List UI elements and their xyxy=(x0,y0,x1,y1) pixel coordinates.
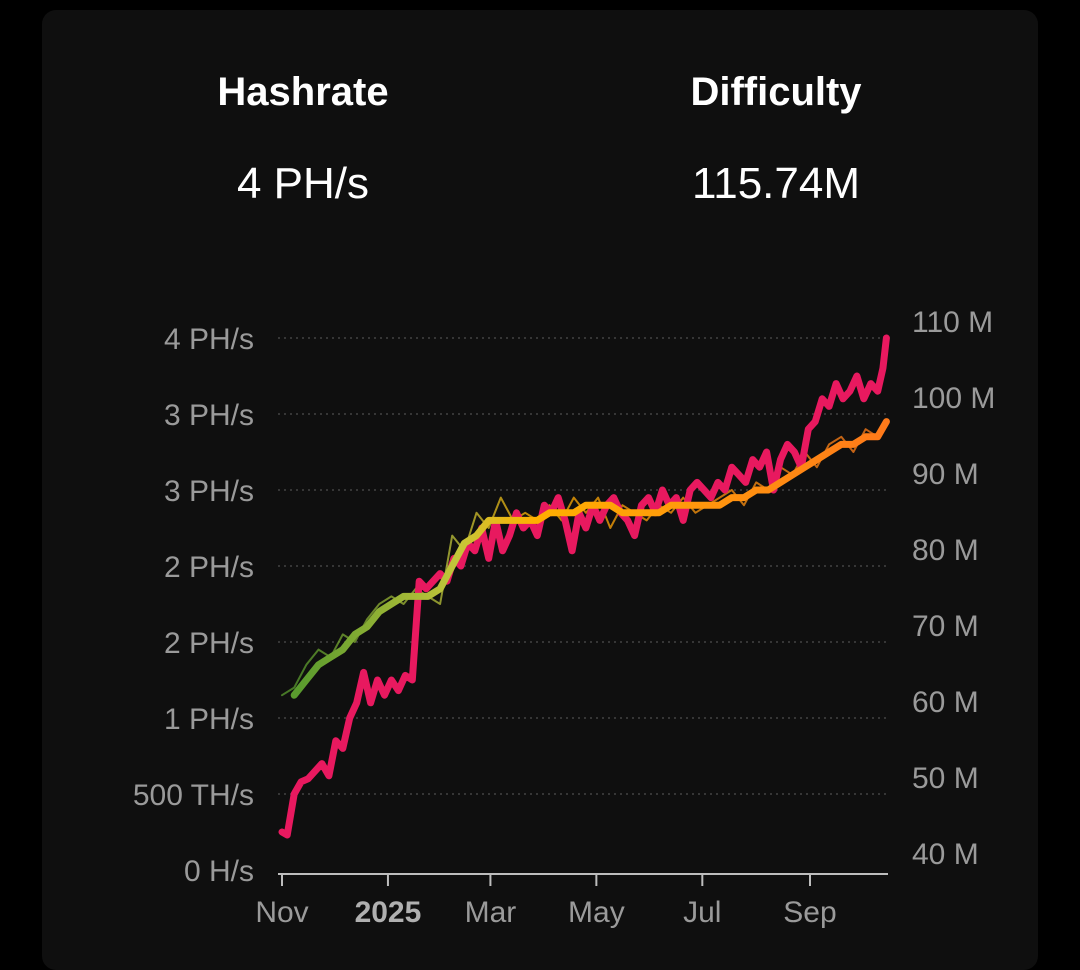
right-tick-label: 60 M xyxy=(912,686,979,719)
x-tick-label: Jul xyxy=(683,896,721,929)
x-tick-label: Sep xyxy=(783,896,836,929)
series-layer xyxy=(278,334,890,839)
difficulty-label: Difficulty xyxy=(690,70,862,114)
hashrate-value: 4 PH/s xyxy=(236,159,370,208)
right-tick-label: 40 M xyxy=(912,838,979,871)
left-tick-label: 3 PH/s xyxy=(164,475,254,508)
left-tick-label: 2 PH/s xyxy=(164,627,254,660)
right-tick-label: 80 M xyxy=(912,534,979,567)
right-tick-label: 100 M xyxy=(912,382,995,415)
left-axis: 0 H/s 500 TH/s 1 PH/s 2 PH/s 2 PH/s 3 PH/s 3 P… xyxy=(133,323,254,888)
x-tick-label: May xyxy=(568,896,625,929)
x-tick-label: Nov xyxy=(255,896,308,929)
left-tick-label: 1 PH/s xyxy=(164,703,254,736)
x-tick-label: Mar xyxy=(465,896,517,929)
difficulty-raw-line xyxy=(281,420,888,697)
hashrate-line xyxy=(278,334,890,839)
left-tick-label: 2 PH/s xyxy=(164,551,254,584)
hashrate-difficulty-chart: 0 H/s 500 TH/s 1 PH/s 2 PH/s 2 PH/s 3 PH/s 3 P… xyxy=(133,306,996,929)
x-axis: Nov 2025 Mar May Jul Sep xyxy=(255,874,837,929)
grid-layer xyxy=(278,337,888,875)
hashrate-label: Hashrate xyxy=(217,70,389,114)
right-tick-label: 90 M xyxy=(912,458,979,491)
hashrate-stat: Hashrate 4 PH/s xyxy=(103,70,503,209)
right-tick-label: 50 M xyxy=(912,762,979,795)
difficulty-stat: Difficulty 115.74M xyxy=(576,70,976,209)
right-tick-label: 70 M xyxy=(912,610,979,643)
x-tick-label: 2025 xyxy=(355,896,422,929)
left-tick-label: 3 PH/s xyxy=(164,399,254,432)
difficulty-smooth-line xyxy=(290,418,890,699)
left-tick-label: 4 PH/s xyxy=(164,323,254,356)
difficulty-value: 115.74M xyxy=(692,159,860,208)
left-tick-label: 0 H/s xyxy=(184,855,254,888)
right-tick-label: 110 M xyxy=(912,306,993,339)
right-axis: 40 M 50 M 60 M 70 M 80 M 90 M 100 M 110 M xyxy=(912,306,995,871)
left-tick-label: 500 TH/s xyxy=(133,779,254,812)
